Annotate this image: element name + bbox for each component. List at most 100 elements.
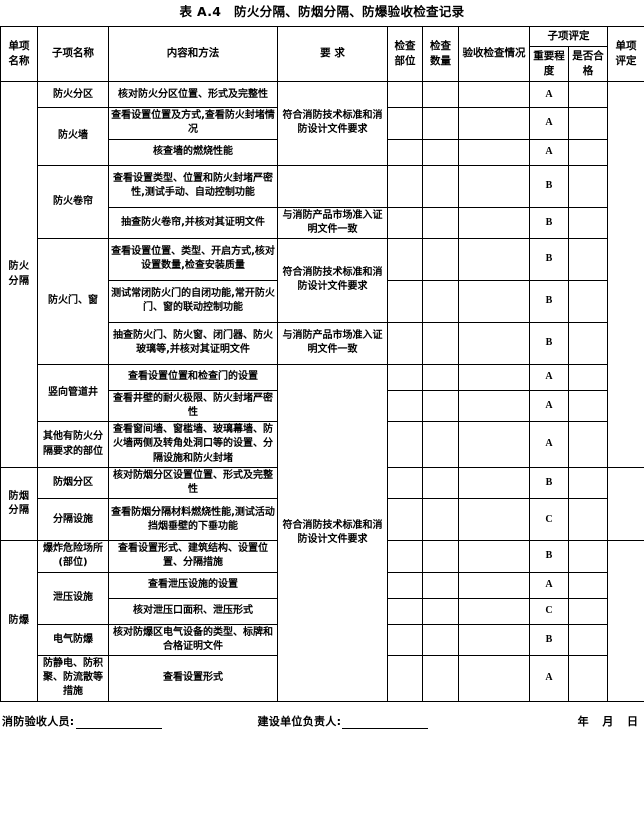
check-quantity-cell[interactable] bbox=[422, 107, 459, 140]
check-location-cell[interactable] bbox=[387, 164, 423, 208]
check-quantity-cell[interactable] bbox=[422, 540, 459, 573]
owner-signature-field[interactable]: 建设单位负责人: bbox=[258, 713, 429, 729]
check-location-cell[interactable] bbox=[387, 363, 423, 391]
check-location-cell[interactable] bbox=[387, 279, 423, 323]
acceptance-situation-cell[interactable] bbox=[458, 321, 530, 365]
check-quantity-cell[interactable] bbox=[422, 138, 459, 166]
check-location-cell[interactable] bbox=[387, 237, 423, 281]
table-row: 分隔设施 查看防烟分隔材料燃烧性能,测试活动挡烟垂壁的下垂功能 C bbox=[1, 498, 644, 542]
check-location-cell[interactable] bbox=[387, 206, 423, 239]
check-quantity-cell[interactable] bbox=[422, 466, 459, 500]
qualified-cell[interactable] bbox=[568, 138, 608, 166]
acceptance-situation-cell[interactable] bbox=[458, 363, 530, 391]
table-row: 核查墙的燃烧性能 A bbox=[1, 138, 644, 166]
check-location-cell[interactable] bbox=[387, 81, 423, 109]
check-location-cell[interactable] bbox=[387, 466, 423, 500]
qualified-cell[interactable] bbox=[568, 421, 608, 468]
check-location-cell[interactable] bbox=[387, 597, 423, 625]
qualified-cell[interactable] bbox=[568, 389, 608, 423]
acceptance-situation-cell[interactable] bbox=[458, 597, 530, 625]
check-quantity-cell[interactable] bbox=[422, 363, 459, 391]
check-quantity-cell[interactable] bbox=[422, 279, 459, 323]
acceptance-situation-cell[interactable] bbox=[458, 466, 530, 500]
check-quantity-cell[interactable] bbox=[422, 498, 459, 542]
acceptance-situation-cell[interactable] bbox=[458, 138, 530, 166]
inspector-signature-field[interactable]: 消防验收人员: bbox=[2, 713, 162, 729]
table-row: 查看井壁的耐火极限、防火封堵严密性 A bbox=[1, 389, 644, 423]
acceptance-situation-cell[interactable] bbox=[458, 81, 530, 109]
check-quantity-cell[interactable] bbox=[422, 623, 459, 656]
check-location-cell[interactable] bbox=[387, 138, 423, 166]
acceptance-situation-cell[interactable] bbox=[458, 623, 530, 656]
qualified-cell[interactable] bbox=[568, 107, 608, 140]
header-importance: 重要程度 bbox=[529, 45, 569, 83]
acceptance-situation-cell[interactable] bbox=[458, 206, 530, 239]
check-quantity-cell[interactable] bbox=[422, 654, 459, 702]
qualified-cell[interactable] bbox=[568, 81, 608, 109]
qualified-cell[interactable] bbox=[568, 164, 608, 208]
owner-signature-line[interactable] bbox=[342, 717, 429, 729]
qualified-cell[interactable] bbox=[568, 654, 608, 702]
check-quantity-cell[interactable] bbox=[422, 237, 459, 281]
table-row: 防烟 分隔 防烟分区 核对防烟分区设置位置、形式及完整性 B bbox=[0, 466, 644, 542]
item-evaluation-cell[interactable] bbox=[607, 466, 644, 542]
acceptance-situation-cell[interactable] bbox=[458, 571, 530, 599]
header-content-method: 内容和方法 bbox=[108, 25, 278, 83]
acceptance-situation-cell[interactable] bbox=[458, 279, 530, 323]
check-location-cell[interactable] bbox=[387, 623, 423, 656]
sub-item-name-cell: 防火分区 bbox=[37, 81, 109, 109]
qualified-cell[interactable] bbox=[568, 466, 608, 500]
check-location-cell[interactable] bbox=[387, 321, 423, 365]
sub-item-name-cell: 分隔设施 bbox=[37, 498, 109, 542]
inspector-signature-line[interactable] bbox=[75, 717, 162, 729]
qualified-cell[interactable] bbox=[568, 206, 608, 239]
content-method-cell: 测试常闭防火门的自闭功能,常开防火门、窗的联动控制功能 bbox=[108, 279, 278, 323]
qualified-cell[interactable] bbox=[568, 237, 608, 281]
check-location-cell[interactable] bbox=[387, 654, 423, 702]
content-method-cell: 查看泄压设施的设置 bbox=[108, 571, 278, 599]
acceptance-situation-cell[interactable] bbox=[458, 654, 530, 702]
acceptance-situation-cell[interactable] bbox=[458, 421, 530, 468]
qualified-cell[interactable] bbox=[568, 279, 608, 323]
acceptance-situation-cell[interactable] bbox=[458, 164, 530, 208]
check-quantity-cell[interactable] bbox=[422, 421, 459, 468]
qualified-cell[interactable] bbox=[568, 623, 608, 656]
acceptance-situation-cell[interactable] bbox=[458, 389, 530, 423]
signature-footer: 消防验收人员: 建设单位负责人: 年 月 日 bbox=[0, 702, 644, 729]
check-quantity-cell[interactable] bbox=[422, 164, 459, 208]
acceptance-situation-cell[interactable] bbox=[458, 237, 530, 281]
item-evaluation-cell[interactable] bbox=[607, 81, 644, 468]
requirement-cell: 符合消防技术标准和消防设计文件要求 bbox=[277, 81, 388, 166]
qualified-cell[interactable] bbox=[568, 571, 608, 599]
acceptance-situation-cell[interactable] bbox=[458, 498, 530, 542]
check-quantity-cell[interactable] bbox=[422, 389, 459, 423]
qualified-cell[interactable] bbox=[568, 363, 608, 391]
importance-grade-cell: A bbox=[529, 363, 569, 391]
acceptance-situation-cell[interactable] bbox=[458, 107, 530, 140]
table-row: 竖向管道井 查看设置位置和检查门的设置 符合消防技术标准和消防设计文件要求 A bbox=[1, 363, 644, 702]
item-evaluation-cell[interactable] bbox=[607, 540, 644, 702]
requirement-cell: 符合消防技术标准和消防设计文件要求 bbox=[277, 237, 388, 323]
qualified-cell[interactable] bbox=[568, 597, 608, 625]
importance-grade-cell: B bbox=[529, 623, 569, 656]
check-location-cell[interactable] bbox=[387, 107, 423, 140]
check-quantity-cell[interactable] bbox=[422, 81, 459, 109]
check-location-cell[interactable] bbox=[387, 421, 423, 468]
qualified-cell[interactable] bbox=[568, 540, 608, 573]
check-quantity-cell[interactable] bbox=[422, 321, 459, 365]
check-location-cell[interactable] bbox=[387, 540, 423, 573]
check-location-cell[interactable] bbox=[387, 389, 423, 423]
qualified-cell[interactable] bbox=[568, 321, 608, 365]
check-quantity-cell[interactable] bbox=[422, 206, 459, 239]
header-check-quantity: 检查 数量 bbox=[422, 25, 459, 83]
check-quantity-cell[interactable] bbox=[422, 597, 459, 625]
content-method-cell: 核对泄压口面积、泄压形式 bbox=[108, 597, 278, 625]
table-row: 防火 分隔 防火分区 核对防火分区位置、形式及完整性 符合消防技术标准和消防设计文件要… bbox=[0, 81, 644, 468]
header-item-evaluation: 单项 评定 bbox=[607, 25, 644, 83]
check-location-cell[interactable] bbox=[387, 498, 423, 542]
check-quantity-cell[interactable] bbox=[422, 571, 459, 599]
qualified-cell[interactable] bbox=[568, 498, 608, 542]
check-location-cell[interactable] bbox=[387, 571, 423, 599]
content-method-cell: 查看设置位置和检查门的设置 bbox=[108, 363, 278, 391]
acceptance-situation-cell[interactable] bbox=[458, 540, 530, 573]
